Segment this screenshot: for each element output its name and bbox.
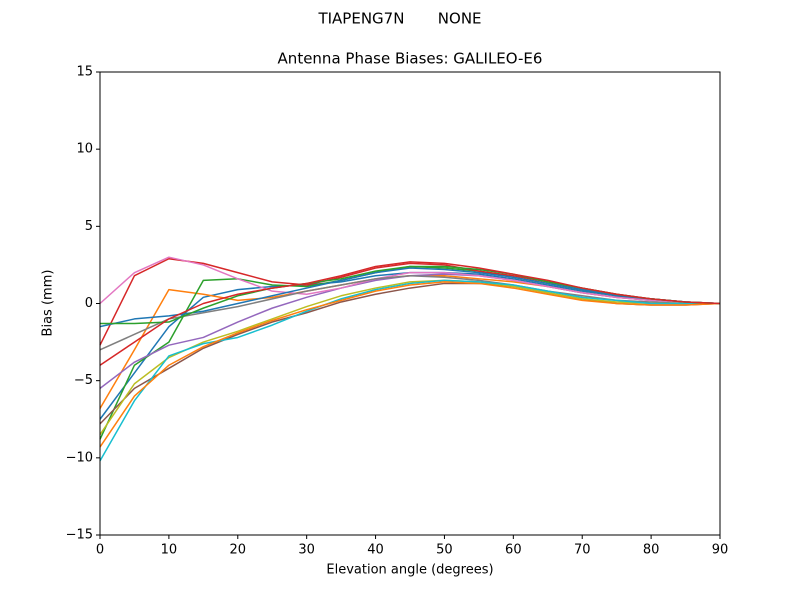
chart-title: Antenna Phase Biases: GALILEO-E6 [278, 50, 543, 68]
series-line [99, 267, 721, 328]
series-line [99, 281, 721, 448]
x-tick-label: 50 [436, 543, 453, 558]
x-tick-label: 10 [161, 543, 178, 558]
y-axis-label: Bias (mm) [41, 270, 56, 337]
x-tick-label: 60 [505, 543, 522, 558]
y-tick-label: −10 [66, 450, 93, 465]
series-line [99, 256, 721, 305]
x-tick-label: 20 [230, 543, 247, 558]
suptitle: TIAPENG7N NONE [317, 10, 481, 28]
plot-area [99, 256, 721, 462]
x-tick-label: 0 [96, 543, 104, 558]
x-tick-label: 40 [367, 543, 384, 558]
x-tick-label: 30 [298, 543, 315, 558]
x-tick-label: 70 [574, 543, 591, 558]
x-tick-label: 80 [643, 543, 660, 558]
x-axis-label: Elevation angle (degrees) [326, 563, 493, 578]
x-tick-label: 90 [712, 543, 729, 558]
y-tick-label: −15 [66, 528, 93, 543]
series-line [99, 261, 721, 366]
series-line [99, 279, 720, 436]
series-line [99, 279, 720, 462]
y-tick-label: 5 [85, 219, 93, 234]
y-tick-label: 0 [85, 296, 93, 311]
y-tick-label: 15 [76, 65, 93, 80]
y-tick-label: 10 [76, 142, 93, 157]
y-tick-label: −5 [74, 373, 93, 388]
